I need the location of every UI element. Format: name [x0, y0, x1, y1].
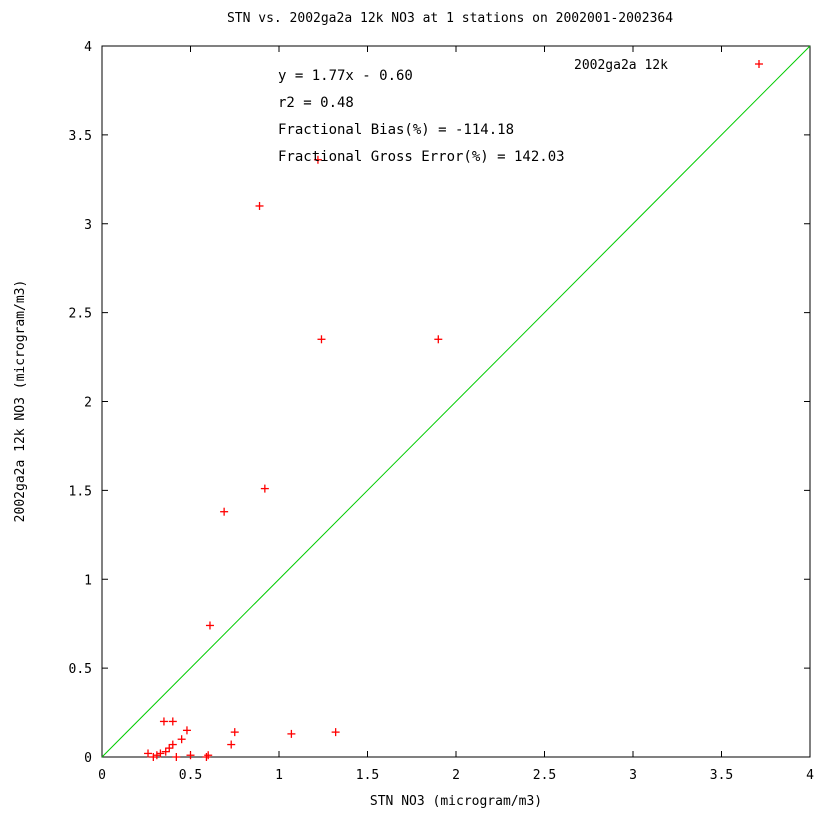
data-point [168, 740, 177, 749]
stats-annotation: y = 1.77x - 0.60 [278, 68, 413, 84]
x-tick-label: 0.5 [179, 768, 202, 783]
data-point [434, 335, 443, 344]
data-point [331, 728, 340, 737]
data-point [287, 729, 296, 738]
y-tick-label: 2 [84, 396, 92, 411]
data-point [220, 507, 229, 516]
data-point [313, 155, 322, 164]
data-point [165, 744, 174, 753]
data-point [177, 735, 186, 744]
y-axis-label: 2002ga2a 12k NO3 (microgram/m3) [13, 280, 28, 523]
y-tick-label: 0.5 [69, 662, 92, 677]
data-point [204, 751, 213, 760]
y-tick-label: 1.5 [69, 484, 92, 499]
x-tick-label: 3.5 [710, 768, 733, 783]
axis-ticks [101, 45, 811, 758]
y-tick-label: 0 [84, 751, 92, 766]
data-point [168, 717, 177, 726]
y-tick-label: 4 [84, 40, 92, 55]
data-point [182, 726, 191, 735]
data-point [227, 740, 236, 749]
data-point [149, 753, 158, 761]
stats-annotation: Fractional Bias(%) = -114.18 [278, 122, 514, 138]
data-point [255, 201, 264, 210]
legend-marker [755, 60, 763, 68]
x-tick-label: 2 [452, 768, 460, 783]
y-tick-label: 3 [84, 218, 92, 233]
y-tick-label: 1 [84, 573, 92, 588]
data-point [186, 751, 195, 760]
data-point [205, 621, 214, 630]
stats-annotation: r2 = 0.48 [278, 95, 354, 111]
data-point [159, 717, 168, 726]
stats-annotations: y = 1.77x - 0.60 r2 = 0.48 Fractional Bias… [278, 68, 565, 165]
data-point [156, 749, 165, 758]
data-point [260, 484, 269, 493]
data-point [230, 728, 239, 737]
legend-label: 2002ga2a 12k [574, 58, 668, 73]
one-to-one-line [101, 45, 811, 758]
data-point [172, 753, 181, 761]
data-point [152, 751, 161, 760]
data-point [317, 335, 326, 344]
data-point [202, 753, 211, 761]
x-tick-label: 1.5 [356, 768, 379, 783]
x-tick-label: 2.5 [533, 768, 556, 783]
y-tick-label: 3.5 [69, 129, 92, 144]
x-axis-label: STN NO3 (microgram/m3) [370, 794, 542, 809]
x-tick-label: 4 [806, 768, 814, 783]
x-tick-label: 1 [275, 768, 283, 783]
data-point [144, 749, 153, 758]
stats-annotation: Fractional Gross Error(%) = 142.03 [278, 149, 565, 165]
chart-title: STN vs. 2002ga2a 12k NO3 at 1 stations o… [227, 11, 673, 26]
data-points [144, 155, 443, 761]
data-point [161, 747, 170, 756]
x-tick-label: 3 [629, 768, 637, 783]
y-tick-label: 2.5 [69, 307, 92, 322]
tick-labels: 0 0.5 1 1.5 2 2.5 3 3.5 4 0 0.5 1 1.5 2 2.5 3 3.5 4 [69, 40, 815, 783]
x-tick-label: 0 [98, 768, 106, 783]
